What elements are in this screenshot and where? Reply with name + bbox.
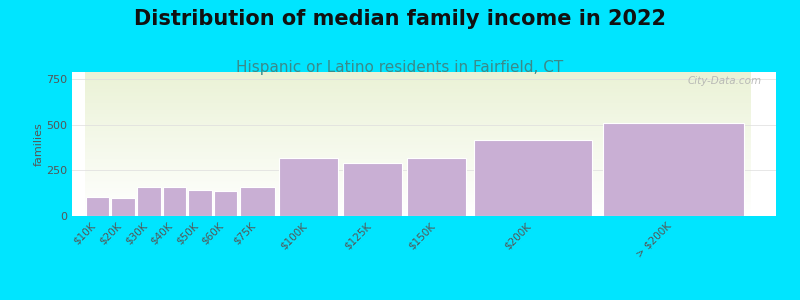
Bar [111,198,135,216]
Bar [474,140,592,216]
Bar [279,158,338,216]
Bar [86,197,110,216]
Bar [603,123,744,216]
Y-axis label: families: families [34,122,43,166]
Bar [343,163,402,216]
Text: City-Data.com: City-Data.com [688,76,762,86]
Bar [214,191,238,216]
Bar [240,187,275,216]
Bar [137,187,161,216]
Bar [188,190,212,216]
Text: Hispanic or Latino residents in Fairfield, CT: Hispanic or Latino residents in Fairfiel… [236,60,564,75]
Bar [407,158,466,216]
Text: Distribution of median family income in 2022: Distribution of median family income in … [134,9,666,29]
Bar [162,187,186,216]
